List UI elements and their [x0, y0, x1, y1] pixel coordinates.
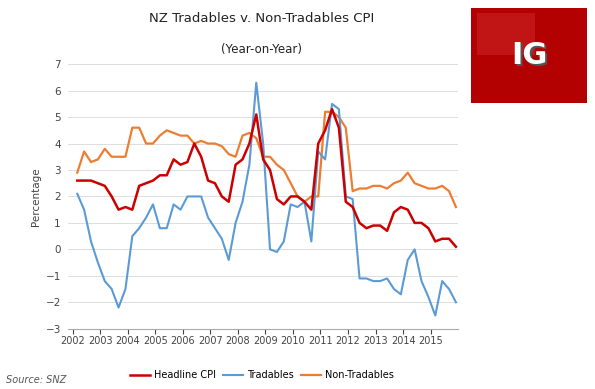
Text: IG: IG	[513, 43, 550, 72]
Legend: Headline CPI, Tradables, Non-Tradables: Headline CPI, Tradables, Non-Tradables	[126, 366, 397, 384]
Bar	[477, 12, 535, 56]
Y-axis label: Percentage: Percentage	[32, 167, 41, 226]
Text: NZ Tradables v. Non-Tradables CPI: NZ Tradables v. Non-Tradables CPI	[149, 12, 374, 25]
Text: IG: IG	[511, 41, 547, 70]
Text: Source: SNZ: Source: SNZ	[6, 375, 66, 385]
Text: (Year-on-Year): (Year-on-Year)	[221, 43, 302, 56]
